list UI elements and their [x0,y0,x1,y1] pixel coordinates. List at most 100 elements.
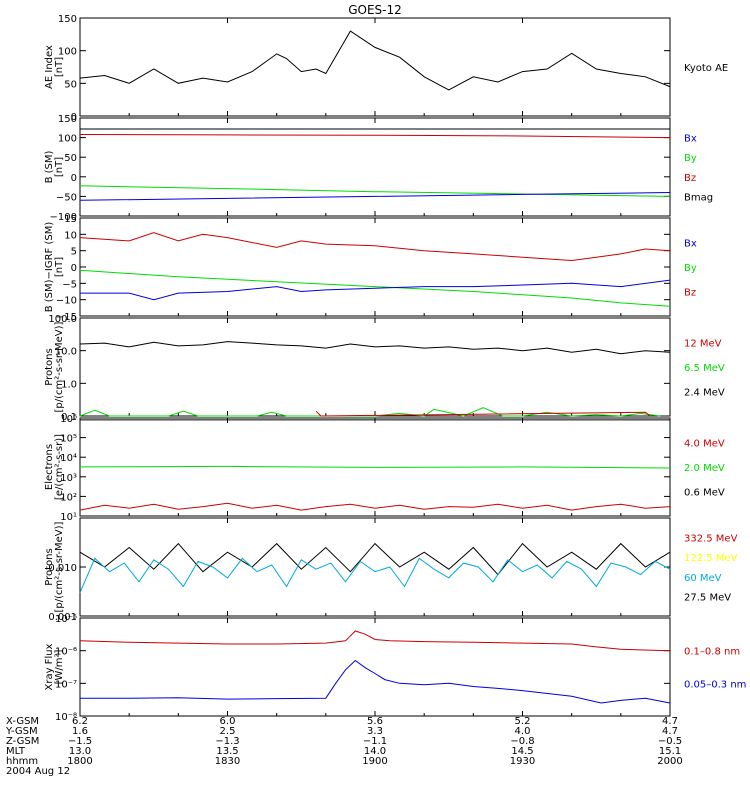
y-axis-label: [nT] [54,57,65,77]
legend-entry: 6.5 MeV [684,363,725,374]
series-line-3 [315,410,651,417]
legend-entry: 0.6 MeV [684,488,725,499]
y-tick-label: 0 [71,263,77,274]
legend-entry: 12 MeV [684,339,722,350]
legend-entry: By [684,263,697,274]
panel-frame [79,617,671,717]
series-line-1 [79,341,671,355]
legend-entry: 4.0 MeV [684,439,725,450]
y-tick-label: 10 [64,230,77,241]
footer-row-label: Z-GSM [6,736,39,747]
legend-entry: By [684,153,697,164]
series-line-1 [79,542,671,576]
footer-value: 14.5 [511,746,533,757]
footer-value: 6.0 [220,716,236,727]
series-line-1 [79,630,671,652]
y-tick-label: 10⁻⁶ [55,647,77,658]
footer-value: 4.7 [662,726,678,737]
y-axis-label: Electrons [44,444,55,490]
y-axis-label: Xray Flux [44,643,55,690]
footer-row-label: hhmm [6,756,38,767]
y-tick-label: 10.0 [55,347,77,358]
footer-value: 1.6 [72,726,88,737]
legend-entry: Bx [684,134,697,145]
footer-value: 13.0 [69,746,91,757]
y-tick-label: 5 [71,247,77,258]
y-tick-label: −50 [56,192,77,203]
y-tick-label: −10 [56,296,77,307]
legend-entry: 60 MeV [684,573,722,584]
ephemeris-footer: X-GSM 6.2 6.0 5.6 5.2 4.7 Y-GSM 1.6 2.5 3.3 4.0 4.7… [5,716,683,777]
footer-date: 2004 Aug 12 [6,766,70,777]
footer-value: −0.5 [658,736,682,747]
footer-value: −1.3 [215,736,239,747]
footer-value: 4.7 [662,716,678,727]
y-axis-label: [W/m²] [54,649,65,684]
y-tick-label: 10⁻⁸ [55,712,77,723]
footer-value: 2000 [657,756,682,767]
y-tick-label: 0.001 [48,612,77,623]
panel-frame [79,217,671,317]
y-tick-label: 10³ [60,473,77,484]
footer-value: 14.0 [364,746,386,757]
footer-value: 1830 [215,756,240,767]
y-axis-label: B (SM)−IGRF (SM) [44,222,55,313]
y-axis-label: [p/(cm²-s-sr-MeV)] [54,521,65,612]
y-tick-label: 150 [58,114,77,125]
y-tick-label: 10⁻⁵ [55,614,77,625]
legend-entry: 332.5 MeV [684,534,738,545]
panel-4: 0.1 1.0 10.0 100.0 Protons [p/(cm²-s-sr-MeV)]… [44,314,725,423]
y-tick-label: 10¹ [60,512,77,523]
series-line-2 [79,557,671,593]
footer-value: 5.6 [367,716,383,727]
footer-row-label: X-GSM [6,716,39,727]
legend-entry: 2.4 MeV [684,388,725,399]
y-tick-label: 100.0 [48,314,77,325]
y-axis-label: [nT] [54,257,65,277]
y-tick-label: −15 [56,312,77,323]
footer-value: 1930 [510,756,535,767]
y-tick-label: 10⁻⁷ [55,679,77,690]
footer-value: 15.1 [659,746,681,757]
series-line-2 [79,465,671,469]
y-axis-label: [nT] [54,157,65,177]
y-axis-label: B (SM) [44,150,55,183]
y-axis-label: AE Index [44,45,55,89]
y-tick-label: 0 [71,173,77,184]
y-axis-label: Protons [44,348,55,385]
footer-row-label: MLT [6,746,26,757]
y-tick-label: 0.010 [48,563,77,574]
footer-value: −1.5 [68,736,92,747]
legend-entry: 0.05–0.3 nm [684,679,746,690]
footer-value: 13.5 [216,746,238,757]
series-line-2 [79,407,661,417]
y-tick-label: −100 [50,212,77,223]
footer-value: 1900 [362,756,387,767]
legend-entry: 2.0 MeV [684,463,725,474]
y-tick-label: 1.0 [61,379,77,390]
y-tick-label: 50 [64,153,77,164]
panel-frame [79,317,671,417]
series-line-1 [79,232,671,262]
footer-value: 3.3 [367,726,383,737]
y-tick-label: 10⁶ [60,414,77,425]
series-line-3 [79,502,671,511]
panel-3: −15 −10 −5 0 5 10 15 B (SM)−IGRF (SM) [nT] Bx By Bz [44,214,697,323]
series-line-2 [80,659,671,704]
legend-entry: Kyoto AE [684,63,728,74]
series-line-4 [79,192,671,201]
series-line-3 [79,185,671,197]
y-tick-label: 15 [64,214,77,225]
legend-entry: Bz [684,173,696,184]
y-axis-label: [p/(cm²-s-sr-MeV)] [54,321,65,412]
y-tick-label: 100 [58,134,77,145]
footer-row-label: Y-GSM [5,726,38,737]
y-tick-label: 150 [58,14,77,25]
footer-value: −1.1 [363,736,387,747]
footer-value: 4.0 [515,726,531,737]
y-tick-label: 0.1 [61,412,77,423]
